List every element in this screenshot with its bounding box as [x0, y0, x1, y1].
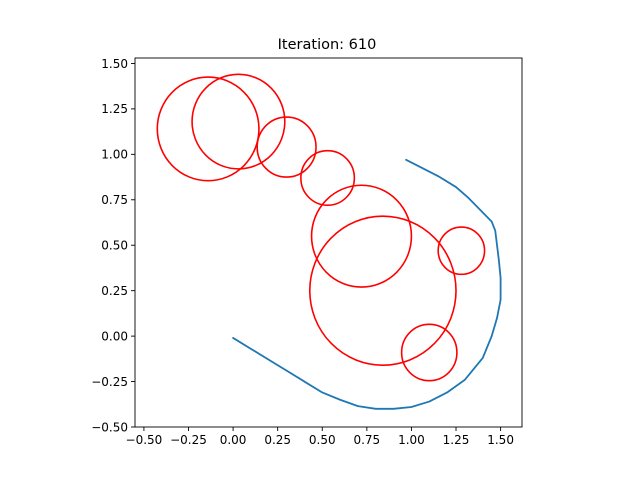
trajectory-line [232, 158, 502, 410]
obstacle-circle-3 [256, 116, 317, 178]
y-tick-label: −0.50 [91, 420, 128, 434]
x-tick-label: 1.25 [443, 433, 470, 447]
x-tick-label: 1.00 [398, 433, 425, 447]
x-tick-label: −0.25 [170, 433, 207, 447]
y-tick-label: 1.00 [101, 148, 128, 162]
obstacle-circle-7 [437, 226, 486, 276]
obstacle-circle-2 [191, 73, 286, 170]
obstacle-circle-6 [308, 215, 457, 366]
obstacle-circle-4 [300, 149, 356, 207]
x-tick-label: −0.50 [126, 433, 163, 447]
obstacle-circle-1 [156, 76, 260, 182]
y-tick-label: 0.25 [101, 284, 128, 298]
y-tick-label: 1.25 [101, 102, 128, 116]
x-tick-label: 0.25 [264, 433, 291, 447]
y-tick-label: 1.50 [101, 57, 128, 71]
plot-area [156, 73, 502, 410]
x-tick-label: 0.75 [353, 433, 380, 447]
axes-frame [134, 57, 523, 428]
obstacle-circle-8 [400, 323, 458, 382]
y-tick-label: 0.50 [101, 239, 128, 253]
y-tick-label: 0.75 [101, 193, 128, 207]
y-tick-label: 0.00 [101, 329, 128, 343]
y-tick-label: −0.25 [91, 375, 128, 389]
axes: −0.50 −0.25 0.00 0.25 0.50 0.75 1.00 1.25 1.50 −0… [91, 57, 523, 447]
obstacle-circle-5 [310, 184, 413, 288]
chart-title: Iteration: 610 [278, 37, 377, 53]
x-tick-label: 0.50 [309, 433, 336, 447]
x-tick-label: 0.00 [220, 433, 247, 447]
x-tick-label: 1.50 [487, 433, 514, 447]
